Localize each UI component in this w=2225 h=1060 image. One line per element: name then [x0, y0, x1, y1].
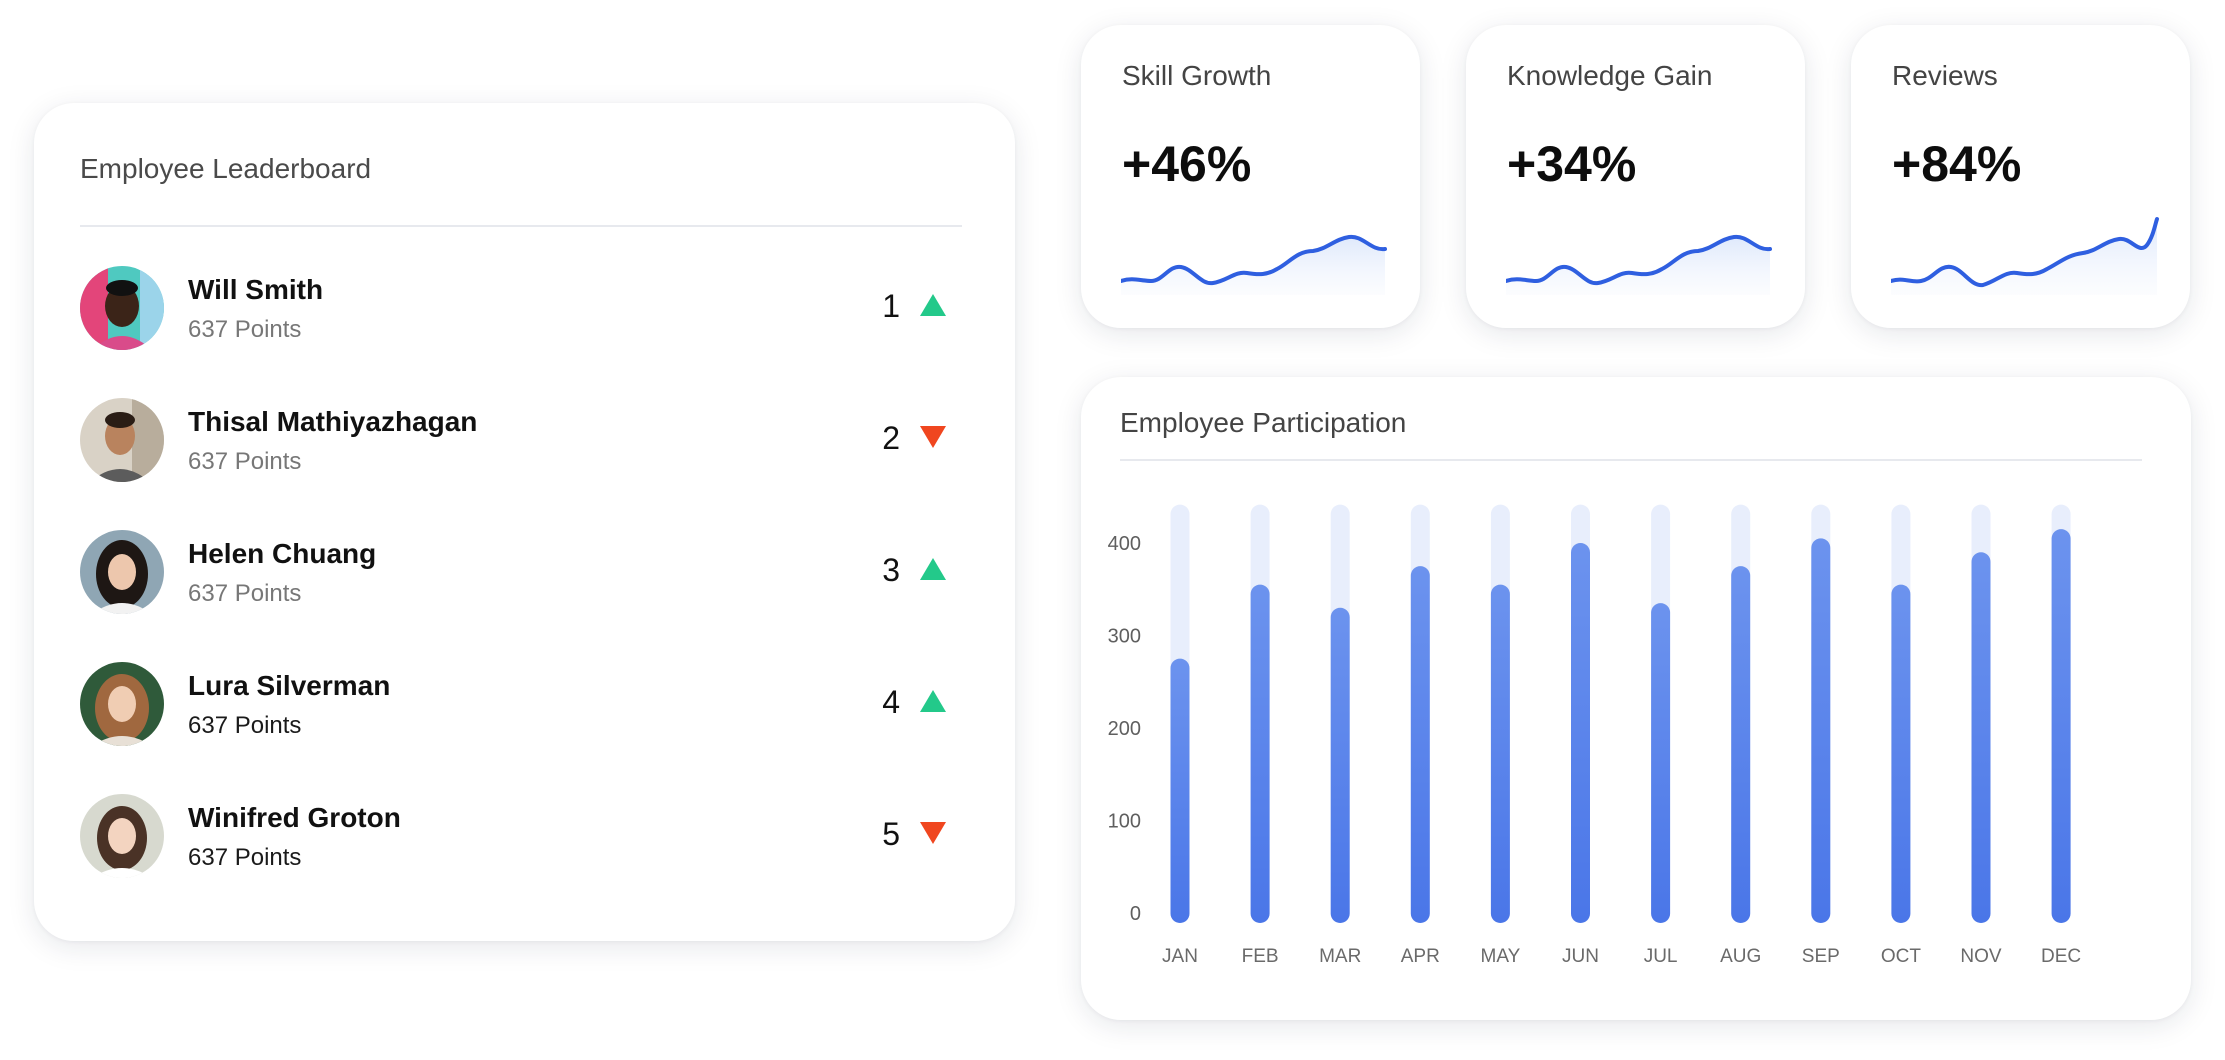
leaderboard-row[interactable]: Will Smith 637 Points 1 [80, 266, 980, 398]
bar-apr[interactable] [1410, 566, 1430, 923]
bar-nov[interactable] [1971, 552, 1991, 923]
stat-title: Skill Growth [1122, 60, 1272, 91]
stat-value: +34% [1507, 136, 1637, 192]
avatar [80, 794, 164, 878]
avatar-photo-winifred [80, 794, 164, 878]
x-tick-label: NOV [1960, 946, 2002, 967]
avatar [80, 266, 164, 350]
bar-oct[interactable] [1891, 584, 1911, 923]
avatar-photo-lura [80, 662, 164, 746]
avatar-photo-helen [80, 530, 164, 614]
bar-feb[interactable] [1250, 584, 1270, 923]
employee-points: 637 Points [188, 712, 302, 739]
bar-jun[interactable] [1571, 543, 1590, 923]
x-tick-label: JUN [1562, 946, 1599, 967]
bar-sep[interactable] [1811, 538, 1831, 923]
avatar-photo-will-smith [80, 266, 164, 350]
employee-name: Lura Silverman [188, 670, 391, 701]
divider [80, 225, 962, 227]
x-tick-label: SEP [1802, 946, 1840, 967]
employee-rank: 1 [882, 288, 900, 324]
leaderboard-row[interactable]: Thisal Mathiyazhagan 637 Points 2 [80, 398, 980, 530]
stat-title: Reviews [1892, 60, 1998, 91]
bar-mar[interactable] [1330, 607, 1350, 923]
stat-card-knowledge-gain: Knowledge Gain +34% [1466, 25, 1805, 328]
leaderboard-row[interactable]: Helen Chuang 637 Points 3 [80, 530, 980, 662]
leaderboard-list: Will Smith 637 Points 1 Thisal Mathiyazh [80, 266, 980, 926]
avatar-photo-thisal [80, 398, 164, 482]
y-tick-label: 200 [1108, 718, 1141, 740]
employee-rank: 2 [882, 420, 900, 456]
bar-dec[interactable] [2051, 529, 2071, 923]
employee-leaderboard-card: Employee Leaderboard Will Smith 637 Poin [34, 103, 1015, 941]
y-tick-label: 0 [1130, 903, 1141, 925]
stat-value: +46% [1122, 136, 1252, 192]
x-tick-label: AUG [1720, 946, 1761, 967]
employee-name: Helen Chuang [188, 538, 377, 569]
employee-rank: 5 [882, 816, 900, 852]
participation-bar-chart: 0 100 200 300 400 JAN FEB MAR APR MAY JUN JUL AUG SE… [1108, 504, 2081, 967]
sparkline-chart [1891, 217, 2159, 295]
stat-value: +84% [1892, 136, 2022, 192]
x-tick-label: JAN [1162, 946, 1198, 967]
trend-up-icon [920, 558, 946, 580]
x-tick-label: FEB [1242, 946, 1279, 967]
leaderboard-row[interactable]: Winifred Groton 637 Points 5 [80, 794, 980, 926]
employee-participation-card: Employee Participation 0 100 200 300 400 JAN… [1081, 377, 2191, 1020]
employee-rank: 3 [882, 552, 900, 588]
trend-up-icon [920, 294, 946, 316]
stat-title: Knowledge Gain [1507, 60, 1713, 91]
avatar [80, 398, 164, 482]
trend-down-icon [920, 822, 946, 844]
participation-title: Employee Participation [1120, 407, 1407, 438]
y-tick-label: 300 [1108, 626, 1141, 648]
x-tick-label: MAY [1481, 946, 1521, 967]
employee-points: 637 Points [188, 316, 302, 343]
x-tick-label: OCT [1881, 946, 1922, 967]
sparkline-chart [1121, 234, 1387, 295]
employee-name: Winifred Groton [188, 802, 401, 833]
sparkline-chart [1506, 234, 1772, 295]
x-tick-label: JUL [1644, 946, 1678, 967]
y-tick-label: 100 [1108, 811, 1141, 833]
avatar [80, 530, 164, 614]
bar-may[interactable] [1490, 584, 1510, 923]
x-tick-label: APR [1401, 946, 1440, 967]
employee-name: Thisal Mathiyazhagan [188, 406, 478, 437]
employee-points: 637 Points [188, 448, 302, 475]
trend-up-icon [920, 690, 946, 712]
divider [1120, 459, 2142, 461]
x-tick-label: DEC [2041, 946, 2081, 967]
employee-points: 637 Points [188, 580, 302, 607]
stat-card-reviews: Reviews +84% [1851, 25, 2190, 328]
y-tick-label: 400 [1108, 533, 1141, 555]
leaderboard-row[interactable]: Lura Silverman 637 Points 4 [80, 662, 980, 794]
stat-card-skill-growth: Skill Growth +46% [1081, 25, 1420, 328]
leaderboard-title: Employee Leaderboard [80, 153, 372, 184]
employee-name: Will Smith [188, 274, 324, 305]
bar-jul[interactable] [1651, 603, 1671, 923]
employee-rank: 4 [882, 684, 900, 720]
avatar [80, 662, 164, 746]
bar-aug[interactable] [1731, 566, 1751, 923]
bar-jan[interactable] [1170, 658, 1190, 923]
trend-down-icon [920, 426, 946, 448]
x-tick-label: MAR [1319, 946, 1361, 967]
employee-points: 637 Points [188, 844, 302, 871]
